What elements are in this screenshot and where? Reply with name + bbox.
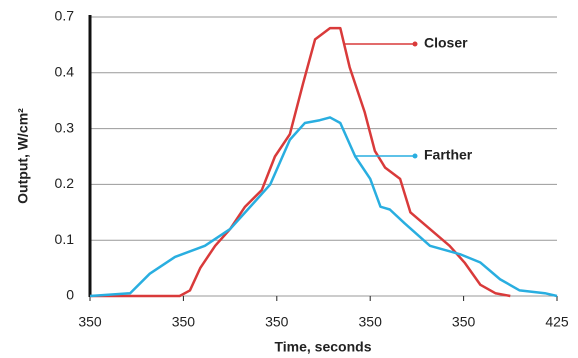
y-tick-label: 0.3 — [55, 119, 75, 135]
y-axis-label: Output, W/cm² — [15, 108, 31, 204]
y-tick-label: 0.1 — [55, 231, 75, 247]
y-tick-label: 0.4 — [55, 64, 75, 80]
legend-marker — [412, 153, 418, 159]
legend-label: Farther — [424, 147, 473, 163]
x-tick-label: 425 — [545, 314, 569, 330]
x-tick-label: 350 — [452, 314, 476, 330]
y-tick-label: 0 — [66, 287, 74, 303]
x-axis-label: Time, seconds — [274, 339, 371, 355]
x-tick-label: 350 — [359, 314, 383, 330]
legend-marker — [412, 41, 418, 47]
y-tick-label: 0.7 — [55, 8, 75, 24]
legend-label: Closer — [424, 35, 468, 51]
line-series — [89, 116, 558, 298]
x-tick-label: 350 — [265, 314, 289, 330]
line-series — [90, 26, 511, 298]
y-tick-label: 0.2 — [55, 175, 75, 191]
x-tick-label: 350 — [172, 314, 196, 330]
x-tick-label: 350 — [78, 314, 102, 330]
